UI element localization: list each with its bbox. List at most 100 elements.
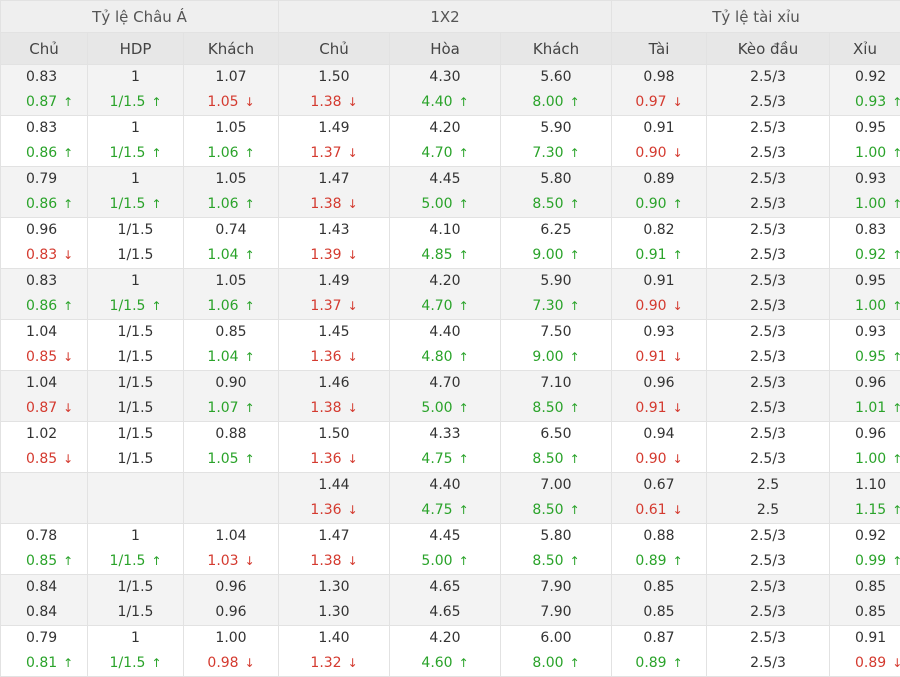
- opening-value-text: 0.67: [643, 477, 674, 493]
- current-value: 9.00↑: [501, 243, 611, 268]
- opening-value: 4.40: [390, 473, 500, 498]
- current-value: 1/1.5↑: [88, 141, 183, 166]
- opening-value: 1.46: [279, 371, 389, 396]
- arrow-up-icon: ↑: [570, 447, 580, 472]
- opening-value-text: 2.5/3: [750, 375, 786, 391]
- opening-value-text: 6.00: [540, 630, 571, 646]
- current-value-text: 1.37: [310, 145, 341, 161]
- opening-value: 0.67: [612, 473, 706, 498]
- opening-value-text: 0.90: [215, 375, 246, 391]
- opening-value: 0.91: [612, 116, 706, 141]
- opening-value-text: 4.20: [429, 630, 460, 646]
- current-value-text: 0.85: [26, 349, 57, 365]
- arrow-up-icon: ↑: [459, 90, 469, 115]
- column-header-asian-away: Khách: [184, 33, 279, 65]
- current-value-text: 2.5/3: [750, 553, 786, 569]
- opening-value-text: 7.00: [540, 477, 571, 493]
- opening-value: 2.5/3: [707, 422, 829, 447]
- current-value: 1.32↓: [279, 651, 389, 676]
- opening-value: 5.90: [501, 269, 611, 294]
- column-header-handicap: HDP: [88, 33, 184, 65]
- opening-value-text: 1.05: [215, 273, 246, 289]
- opening-value: 0.95: [830, 269, 900, 294]
- opening-value: 0.84: [1, 575, 87, 600]
- arrow-down-icon: ↓: [348, 141, 358, 166]
- column-header-1x2-away: Khách: [501, 33, 612, 65]
- opening-value: 4.20: [390, 626, 500, 651]
- current-value-text: 0.91: [635, 400, 666, 416]
- current-value: 0.86↑: [1, 294, 87, 319]
- arrow-up-icon: ↑: [151, 192, 161, 217]
- current-value: 4.60↑: [390, 651, 500, 676]
- current-value-text: 1.05: [207, 451, 238, 467]
- current-value-text: 0.87: [26, 400, 57, 416]
- opening-value-text: 1/1.5: [118, 579, 154, 595]
- arrow-down-icon: ↓: [673, 90, 683, 115]
- current-value: 7.30↑: [501, 141, 611, 166]
- current-value: 1.36↓: [279, 447, 389, 472]
- current-value: 2.5/3: [707, 294, 829, 319]
- opening-value-text: 2.5/3: [750, 222, 786, 238]
- opening-value: [88, 473, 183, 498]
- opening-value-text: 1.47: [318, 171, 349, 187]
- current-value-text: 0.86: [26, 145, 57, 161]
- current-value-text: 0.89: [635, 655, 666, 671]
- current-value: 1.37↓: [279, 294, 389, 319]
- current-value-text: 8.50: [532, 553, 563, 569]
- arrow-up-icon: ↑: [63, 90, 73, 115]
- current-value-text: 1/1.5: [118, 247, 154, 263]
- arrow-down-icon: ↓: [63, 345, 73, 370]
- current-value: 7.90: [501, 600, 611, 625]
- current-value: 1.06↑: [184, 294, 278, 319]
- opening-value: 1.49: [279, 269, 389, 294]
- opening-value-text: 4.45: [429, 171, 460, 187]
- opening-value-text: 0.93: [855, 324, 886, 340]
- current-value-text: 0.98: [207, 655, 238, 671]
- current-value-text: 7.30: [532, 145, 563, 161]
- opening-value-text: 0.96: [643, 375, 674, 391]
- group-header-1x2: 1X2: [279, 1, 612, 33]
- opening-value: 1/1.5: [88, 371, 183, 396]
- current-value: 4.40↑: [390, 90, 500, 115]
- arrow-up-icon: ↑: [245, 294, 255, 319]
- opening-value-text: 0.85: [855, 579, 886, 595]
- current-value: 1.07↑: [184, 396, 278, 421]
- current-value-text: 0.92: [855, 247, 886, 263]
- opening-value-text: 4.10: [429, 222, 460, 238]
- opening-value-text: 5.80: [540, 528, 571, 544]
- opening-value-text: 0.83: [26, 273, 57, 289]
- current-value-text: 0.81: [26, 655, 57, 671]
- current-value-text: 1.39: [310, 247, 341, 263]
- current-value-text: 1.36: [310, 349, 341, 365]
- arrow-up-icon: ↑: [673, 243, 683, 268]
- opening-value: 0.96: [1, 218, 87, 243]
- current-value-text: 8.50: [532, 451, 563, 467]
- arrow-up-icon: ↑: [673, 192, 683, 217]
- current-value-text: 4.70: [421, 298, 452, 314]
- opening-value-text: 0.82: [643, 222, 674, 238]
- current-value: 5.00↑: [390, 549, 500, 574]
- opening-value-text: 2.5/3: [750, 630, 786, 646]
- arrow-up-icon: ↑: [151, 651, 161, 676]
